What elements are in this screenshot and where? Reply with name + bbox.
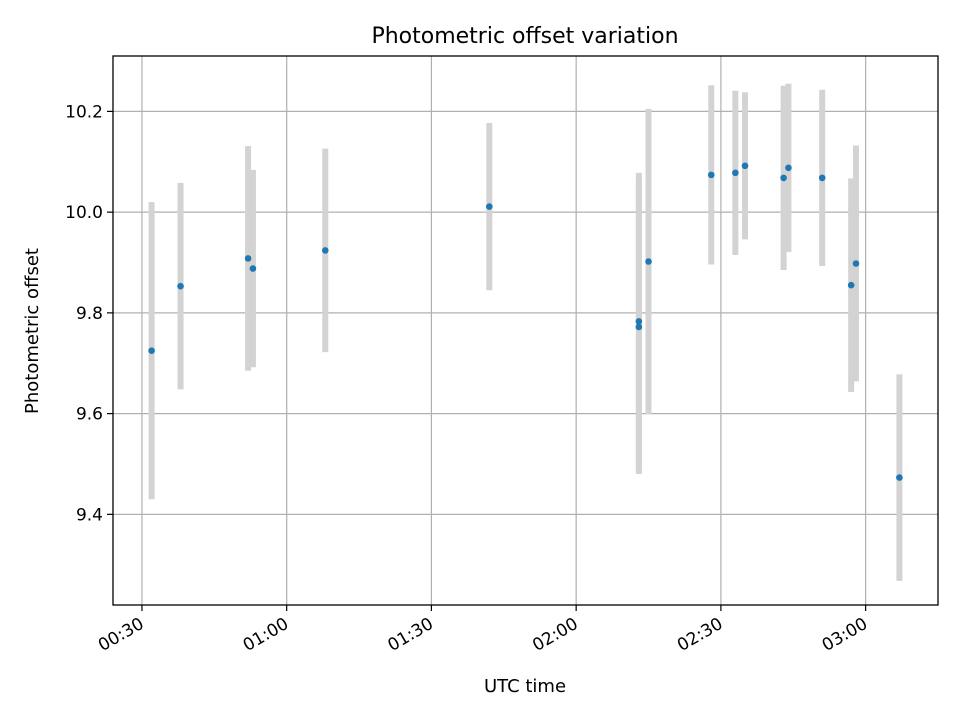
data-point — [486, 203, 493, 210]
data-point — [741, 162, 749, 170]
data-point — [847, 281, 855, 289]
grid — [113, 56, 938, 605]
data-point — [780, 174, 787, 182]
y-tick-label: 10.2 — [65, 102, 103, 122]
y-tick-label: 9.8 — [76, 304, 103, 324]
data-point — [635, 323, 643, 331]
data-points — [148, 162, 903, 481]
data-point — [177, 282, 184, 290]
data-point — [732, 169, 739, 177]
y-axis-ticks: 9.4 9.6 9.8 10.0 10.2 — [65, 102, 113, 525]
data-point — [896, 474, 903, 481]
data-point — [818, 174, 826, 182]
data-point — [707, 171, 715, 179]
x-axis-label: UTC time — [484, 676, 566, 697]
data-point — [635, 318, 643, 325]
data-point — [148, 347, 155, 354]
y-tick-label: 9.6 — [76, 405, 103, 425]
data-point — [852, 260, 860, 267]
y-axis-label: Photometric offset — [22, 248, 43, 414]
data-point — [645, 258, 652, 265]
chart-title: Photometric offset variation — [371, 24, 678, 49]
data-point — [785, 164, 792, 172]
y-tick-label: 10.0 — [65, 203, 103, 223]
data-point — [244, 255, 252, 262]
data-point — [249, 265, 257, 272]
y-tick-label: 9.4 — [76, 505, 103, 525]
plot-frame — [112, 55, 939, 606]
data-point — [321, 247, 329, 254]
